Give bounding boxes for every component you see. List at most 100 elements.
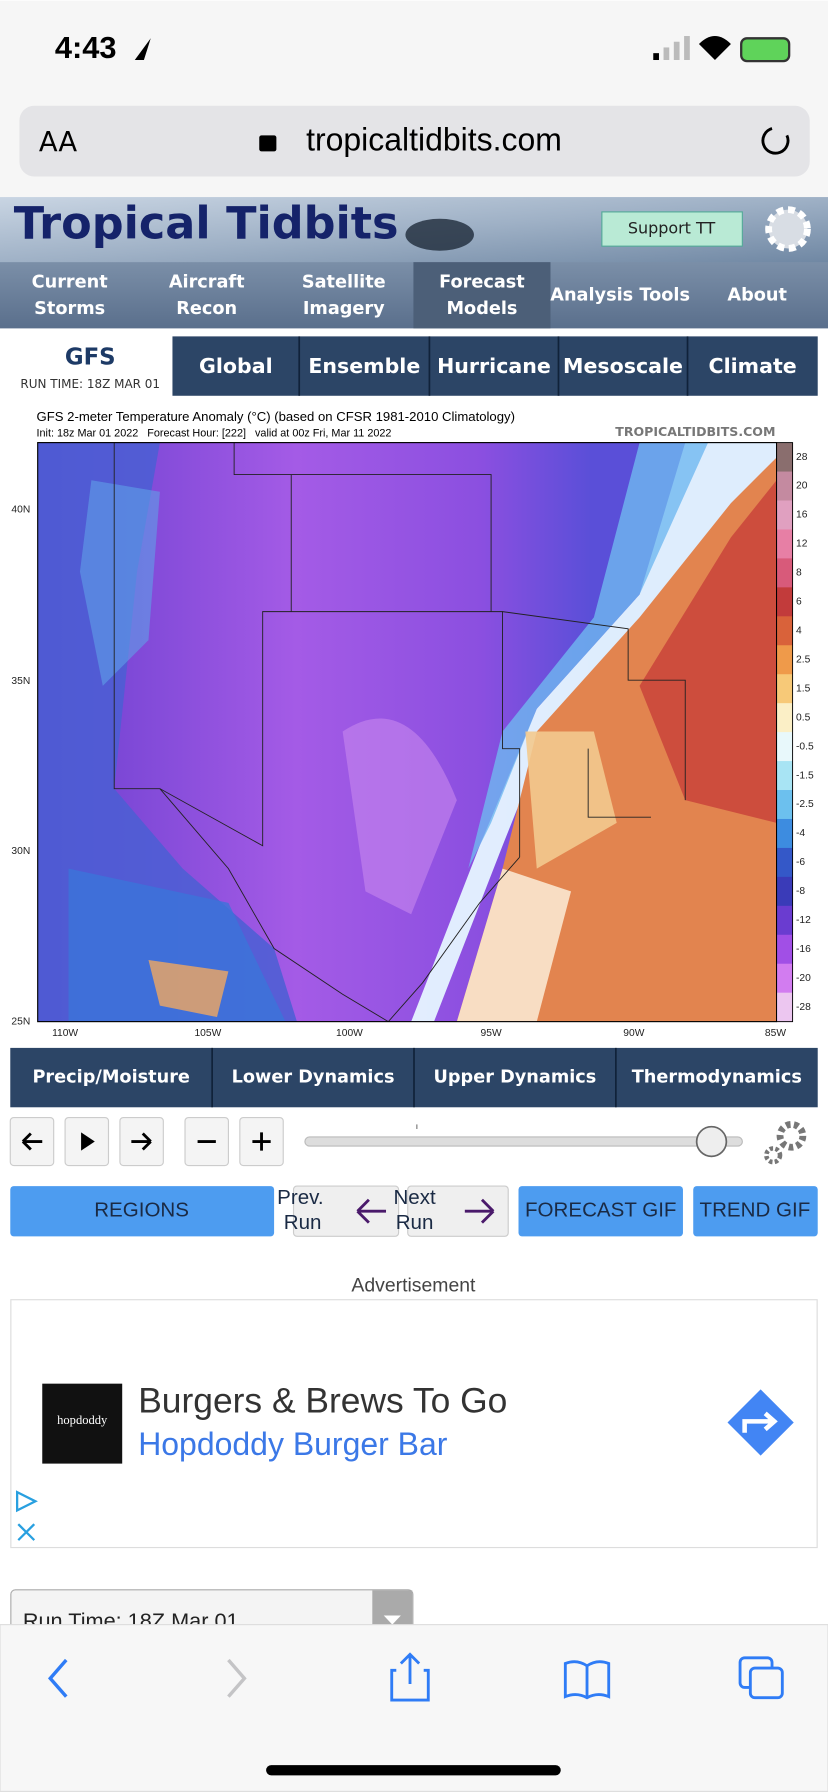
prev-run-label[interactable]: Prev. xyxy=(277,1186,323,1209)
home-indicator xyxy=(266,1765,561,1776)
ad-logo[interactable] xyxy=(42,1383,123,1464)
colorbar-swatch xyxy=(776,790,793,820)
nav-item[interactable]: Imagery xyxy=(303,299,385,319)
colorbar-swatch xyxy=(776,761,793,791)
colorbar-swatch xyxy=(776,529,793,559)
tab-bar xyxy=(172,336,818,396)
nav-item[interactable]: Analysis Tools xyxy=(550,285,690,305)
colorbar-swatch xyxy=(776,992,793,1023)
tabs: Global Ensemble Hurricane Mesoscale Climate xyxy=(199,336,797,396)
colorbar-label: 6 xyxy=(796,597,802,608)
ad-close[interactable] xyxy=(17,1523,36,1541)
lat-label: 25N xyxy=(11,1016,30,1027)
back-button[interactable] xyxy=(47,1658,68,1698)
forecast-gif-label[interactable]: FORECAST GIF xyxy=(525,1199,676,1222)
clock: 4:43 xyxy=(55,30,117,65)
url-bar[interactable] xyxy=(19,105,810,177)
colorbar-swatch xyxy=(776,847,793,878)
share-button[interactable] xyxy=(390,1652,430,1702)
trend-gif-button[interactable] xyxy=(693,1186,818,1237)
hurricane-graphic xyxy=(405,218,474,251)
url[interactable]: tropicaltidbits.com xyxy=(306,122,562,158)
animation-settings[interactable] xyxy=(776,1120,807,1151)
browser-toolbar xyxy=(0,1624,828,1792)
lon-label: 100W xyxy=(336,1028,363,1039)
ad-advertiser[interactable]: Hopdoddy Burger Bar xyxy=(138,1426,448,1462)
colorbar-swatch xyxy=(776,645,793,675)
colorbar-label: 2.5 xyxy=(796,654,811,665)
forward-button[interactable] xyxy=(227,1658,247,1698)
colorbar-swatch xyxy=(776,703,793,733)
tab[interactable]: Mesoscale xyxy=(563,354,683,378)
category[interactable]: Precip/Moisture xyxy=(32,1068,189,1088)
colorbar-swatch xyxy=(776,876,793,907)
ad-logo-text[interactable]: hopdoddy xyxy=(57,1413,108,1427)
tab[interactable]: Hurricane xyxy=(437,354,551,378)
ad-box[interactable] xyxy=(10,1299,818,1549)
tab[interactable]: Global xyxy=(199,354,273,378)
site-logo[interactable]: Tropical Tidbits xyxy=(14,198,399,250)
colorbar-swatch xyxy=(776,732,793,762)
colorbar-label: 28 xyxy=(796,452,808,463)
settings-gear[interactable] xyxy=(765,206,811,252)
nav-item[interactable]: Forecast xyxy=(439,273,525,293)
colorbar-label: -12 xyxy=(796,915,811,926)
regions-button[interactable] xyxy=(10,1186,275,1237)
trend-gif-label[interactable]: TREND GIF xyxy=(700,1199,811,1222)
reload-icon[interactable] xyxy=(761,127,790,155)
playback-controls xyxy=(9,1116,807,1167)
colorbar-swatch xyxy=(776,587,793,617)
categories: Precip/Moisture Lower Dynamics Upper Dynam… xyxy=(32,1047,802,1108)
next-run-label[interactable]: Next xyxy=(393,1186,436,1209)
colorbar-swatch xyxy=(776,963,793,994)
category[interactable]: Lower Dynamics xyxy=(232,1068,395,1088)
colorbar-swatch xyxy=(776,616,793,646)
nav-item[interactable]: Current xyxy=(32,273,109,293)
signal xyxy=(653,36,690,61)
colorbar-swatch xyxy=(776,442,793,473)
tab[interactable]: Climate xyxy=(709,354,797,378)
next-run-button[interactable] xyxy=(407,1185,509,1237)
category[interactable]: Upper Dynamics xyxy=(434,1068,597,1088)
support-button[interactable] xyxy=(601,211,743,247)
slider-knob[interactable] xyxy=(695,1125,728,1158)
colorbar-label: 12 xyxy=(796,539,808,550)
colorbar-label: 1.5 xyxy=(796,683,811,694)
lon-label: 110W xyxy=(52,1028,78,1039)
lon-label: 95W xyxy=(481,1028,502,1039)
colorbar-label: -8 xyxy=(796,886,805,897)
lon-label: 85W xyxy=(765,1028,786,1039)
support-text[interactable]: Support TT xyxy=(628,219,716,238)
nav-item[interactable]: Models xyxy=(446,299,517,319)
ad-headline[interactable]: Burgers & Brews To Go xyxy=(138,1380,507,1420)
colorbar-swatch xyxy=(776,674,793,704)
category[interactable]: Thermodynamics xyxy=(632,1068,802,1088)
next-run-label[interactable]: Run xyxy=(396,1211,434,1234)
colorbar-label: 0.5 xyxy=(796,712,811,723)
map-credit: TROPICALTIDBITS.COM xyxy=(615,424,775,439)
lock-icon xyxy=(259,135,277,152)
regions-label[interactable]: REGIONS xyxy=(94,1199,189,1222)
nav-item[interactable]: Recon xyxy=(176,299,237,319)
map-subtitle: Init: 18z Mar 01 2022 Forecast Hour: [22… xyxy=(37,427,392,439)
tab[interactable]: Ensemble xyxy=(308,354,420,378)
colorbar-label: 8 xyxy=(796,568,802,579)
lat-label: 40N xyxy=(11,505,30,516)
colorbar-label: 20 xyxy=(796,481,808,492)
nav-item[interactable]: Aircraft xyxy=(169,273,245,293)
prev-run-button[interactable] xyxy=(292,1185,400,1237)
forecast-gif-button[interactable] xyxy=(518,1186,683,1237)
prev-run-label[interactable]: Run xyxy=(284,1211,322,1234)
colorbar-swatch xyxy=(776,471,793,502)
battery xyxy=(740,37,791,63)
nav-item[interactable]: Storms xyxy=(34,299,105,319)
adchoices-icon[interactable] xyxy=(15,1490,38,1513)
nav-item[interactable]: Satellite xyxy=(302,273,386,293)
text-size-button[interactable]: AA xyxy=(39,127,78,158)
time-slider[interactable] xyxy=(304,1136,743,1147)
bookmarks-button[interactable] xyxy=(563,1660,611,1700)
colorbar-label: -2.5 xyxy=(796,799,814,810)
nav-item[interactable]: About xyxy=(727,285,787,305)
colorbar: 28 20 16 12 8 6 4 2.5 1.5 0.5 -0.5 -1.5 -2.5 -4 -6 -8 -1… xyxy=(776,442,814,1023)
